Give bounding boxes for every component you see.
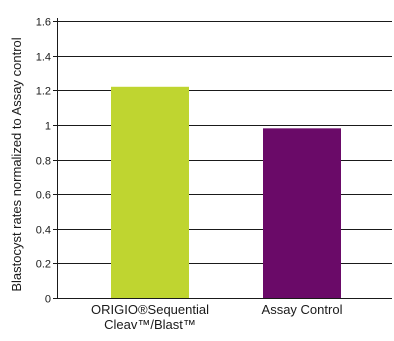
x-category-label: Assay Control — [262, 302, 343, 317]
y-tick-label: 0.8 — [36, 156, 51, 168]
y-tick-label: 1 — [45, 121, 51, 133]
x-category-label-line: Cleav™/Blast™ — [104, 317, 196, 332]
bar — [111, 86, 189, 298]
x-category-label-line: ORIGIO®Sequential — [91, 302, 209, 317]
label-layer: 0 0.2 0.4 0.6 0.8 1 1.2 1.4 1.6 ORIGIO®Sequential… — [36, 17, 343, 333]
y-tick-label: 0.6 — [36, 190, 51, 202]
x-category-label: ORIGIO®Sequential Cleav™/Blast™ — [91, 302, 209, 332]
y-tick-label: 1.2 — [36, 86, 51, 98]
y-axis-title: Blastocyst rates normalized to Assay con… — [9, 37, 24, 291]
y-tick-label: 1.4 — [36, 52, 51, 64]
bar — [263, 128, 341, 298]
y-tick-label: 1.6 — [36, 17, 51, 29]
x-category-label-line: Assay Control — [262, 302, 343, 317]
y-tick-label: 0 — [45, 294, 51, 306]
axis-layer — [53, 18, 392, 300]
bar-layer — [111, 86, 341, 298]
grid-layer — [57, 21, 392, 264]
y-tick-label: 0.4 — [36, 225, 51, 237]
y-tick-label: 0.2 — [36, 259, 51, 271]
